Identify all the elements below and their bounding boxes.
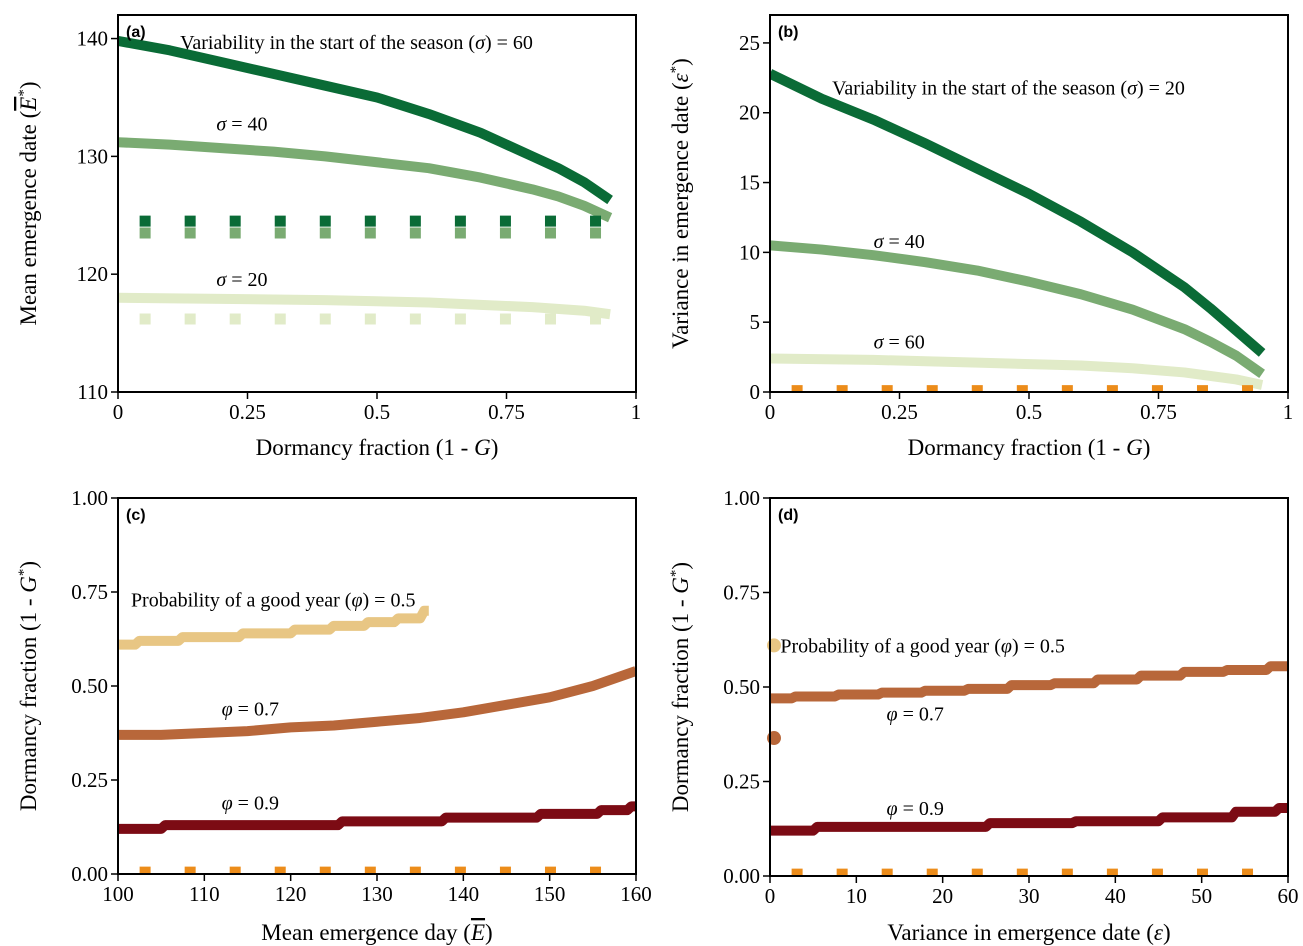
series-line-2 <box>770 802 1288 836</box>
annotation-3: σ = 60 <box>874 332 925 354</box>
series-line-2 <box>118 666 636 740</box>
y-tick-label: 5 <box>750 310 761 334</box>
x-tick-label: 0.5 <box>364 400 390 424</box>
y-tick-label: 0.00 <box>723 864 760 888</box>
x-tick-label: 0.25 <box>229 400 266 424</box>
x-axis-label: Variance in emergence date (ε) <box>887 920 1170 945</box>
x-tick-label: 0.25 <box>881 400 918 424</box>
x-tick-label: 0.75 <box>1140 400 1177 424</box>
chart-panel-1: 0 0.25 0.5 0.75 1 110 120 130 140 Dormancy fracti… <box>16 14 642 460</box>
annotation-1: Probability of a good year (φ) = 0.5 <box>131 590 416 612</box>
y-tick-label: 0.25 <box>71 768 108 792</box>
y-tick-label: 0.50 <box>723 675 760 699</box>
x-tick-label: 0.75 <box>488 400 525 424</box>
chart-panel-3: 100 110 120 130 140 150 160 0.00 0.25 0.50 0.75 1.0… <box>16 486 652 945</box>
x-axis-label: Dormancy fraction (1 - G) <box>908 435 1151 460</box>
plot-area <box>118 605 636 874</box>
y-tick-label: 0.00 <box>71 862 108 886</box>
plot-area <box>118 35 636 325</box>
series-line-1 <box>118 605 430 650</box>
x-tick-label: 0 <box>765 400 776 424</box>
x-tick-label: 60 <box>1278 884 1299 908</box>
series-line-3 <box>118 801 636 834</box>
panel-label: (c) <box>126 507 146 524</box>
chart-panel-4: 0 10 20 30 40 50 60 0.00 0.25 0.50 0.75 1.00 Varianc… <box>668 486 1299 945</box>
x-tick-label: 160 <box>620 882 652 906</box>
y-axis-label: Mean emergence date (E*) <box>16 82 41 326</box>
x-tick-label: 10 <box>846 884 867 908</box>
series-line-1 <box>770 69 1266 357</box>
x-tick-label: 0.5 <box>1016 400 1042 424</box>
series-line-2 <box>118 137 613 223</box>
y-axis-label: Dormancy fraction (1 - G*) <box>16 561 41 811</box>
x-tick-label: 0 <box>765 884 776 908</box>
y-tick-label: 0.50 <box>71 674 108 698</box>
annotation-1: Probability of a good year (φ) = 0.5 <box>780 635 1065 657</box>
annotation-3: σ = 20 <box>216 269 267 291</box>
x-tick-label: 50 <box>1191 884 1212 908</box>
plot-area <box>770 661 1288 876</box>
x-tick-label: 100 <box>102 882 134 906</box>
x-tick-label: 1 <box>1283 400 1294 424</box>
y-tick-label: 20 <box>739 101 760 125</box>
annotation-2: φ = 0.7 <box>222 699 279 721</box>
annotation-2: σ = 40 <box>216 113 267 135</box>
x-tick-label: 0 <box>113 400 124 424</box>
y-axis-label: Dormancy fraction (1 - G*) <box>668 562 693 812</box>
y-tick-label: 0 <box>750 380 761 404</box>
series-line-1 <box>118 35 613 205</box>
x-tick-label: 1 <box>631 400 642 424</box>
y-tick-label: 1.00 <box>71 486 108 510</box>
series-line-1 <box>770 661 1288 704</box>
y-tick-label: 15 <box>739 171 760 195</box>
x-tick-label: 20 <box>932 884 953 908</box>
x-tick-label: 110 <box>189 882 220 906</box>
series-line-3 <box>770 353 1264 390</box>
y-axis-label: Variance in emergence date (ε*) <box>668 58 693 349</box>
x-axis-label: Dormancy fraction (1 - G) <box>256 435 499 460</box>
y-tick-label: 10 <box>739 240 760 264</box>
x-tick-label: 40 <box>1105 884 1126 908</box>
plot-area <box>770 69 1288 392</box>
annotation-1: Variability in the start of the season (… <box>180 32 533 54</box>
y-tick-label: 130 <box>77 144 109 168</box>
x-tick-label: 130 <box>361 882 393 906</box>
y-tick-label: 120 <box>77 262 109 286</box>
y-tick-label: 140 <box>77 27 109 51</box>
plot-frame <box>117 14 637 393</box>
plot-frame <box>769 14 1289 393</box>
y-tick-label: 0.75 <box>723 581 760 605</box>
panel-label: (b) <box>778 24 798 41</box>
x-tick-label: 30 <box>1019 884 1040 908</box>
x-tick-label: 140 <box>448 882 480 906</box>
annotation-2: φ = 0.7 <box>887 703 944 725</box>
y-tick-label: 0.25 <box>723 770 760 794</box>
x-axis-label: Mean emergence day (E) <box>261 920 492 945</box>
annotation-1: Variability in the start of the season (… <box>832 78 1185 100</box>
panel-label: (a) <box>126 24 146 41</box>
panel-label: (d) <box>778 507 798 524</box>
y-tick-label: 25 <box>739 31 760 55</box>
series-line-3 <box>118 292 611 320</box>
series-line-2 <box>770 240 1265 378</box>
x-tick-label: 150 <box>534 882 566 906</box>
y-tick-label: 0.75 <box>71 580 108 604</box>
y-tick-label: 110 <box>77 380 108 404</box>
annotation-2: σ = 40 <box>874 231 925 253</box>
annotation-3: φ = 0.9 <box>887 798 944 820</box>
annotation-3: φ = 0.9 <box>222 793 279 815</box>
x-tick-label: 120 <box>275 882 307 906</box>
y-tick-label: 1.00 <box>723 486 760 510</box>
